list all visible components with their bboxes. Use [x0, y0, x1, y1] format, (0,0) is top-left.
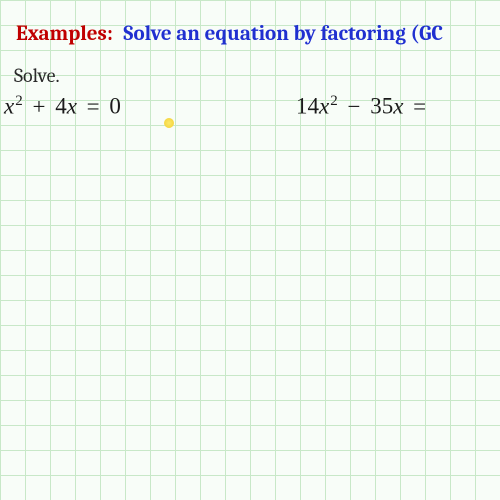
eq1-var1: x: [4, 94, 14, 119]
equations-row: x2 + 4x = 0 14x2 − 35x =: [16, 93, 484, 120]
content-area: Examples: Solve an equation by factoring…: [0, 0, 500, 500]
eq1-rhs: 0: [109, 94, 121, 119]
eq2-coef2: 35: [370, 94, 393, 119]
eq1-var2: x: [67, 94, 77, 119]
eq1-equals: =: [87, 94, 100, 119]
eq2-var1: x: [319, 94, 329, 119]
eq1-op: +: [32, 94, 45, 119]
eq2-coef1: 14: [296, 94, 319, 119]
instruction-text: Solve.: [14, 64, 484, 87]
grid-background: Examples: Solve an equation by factoring…: [0, 0, 500, 500]
title-line: Examples: Solve an equation by factoring…: [16, 22, 484, 46]
eq2-op: −: [347, 94, 360, 119]
eq2-equals: =: [413, 94, 426, 119]
examples-label: Examples:: [16, 22, 113, 46]
equation-left: x2 + 4x = 0: [4, 93, 121, 120]
eq2-exp1: 2: [330, 93, 338, 109]
eq1-exp1: 2: [15, 93, 23, 109]
eq1-coef2: 4: [55, 94, 67, 119]
eq2-var2: x: [393, 94, 403, 119]
cursor-highlight-icon: [164, 118, 174, 128]
equation-right: 14x2 − 35x =: [296, 93, 430, 120]
title-heading: Solve an equation by factoring (GC: [123, 22, 443, 46]
